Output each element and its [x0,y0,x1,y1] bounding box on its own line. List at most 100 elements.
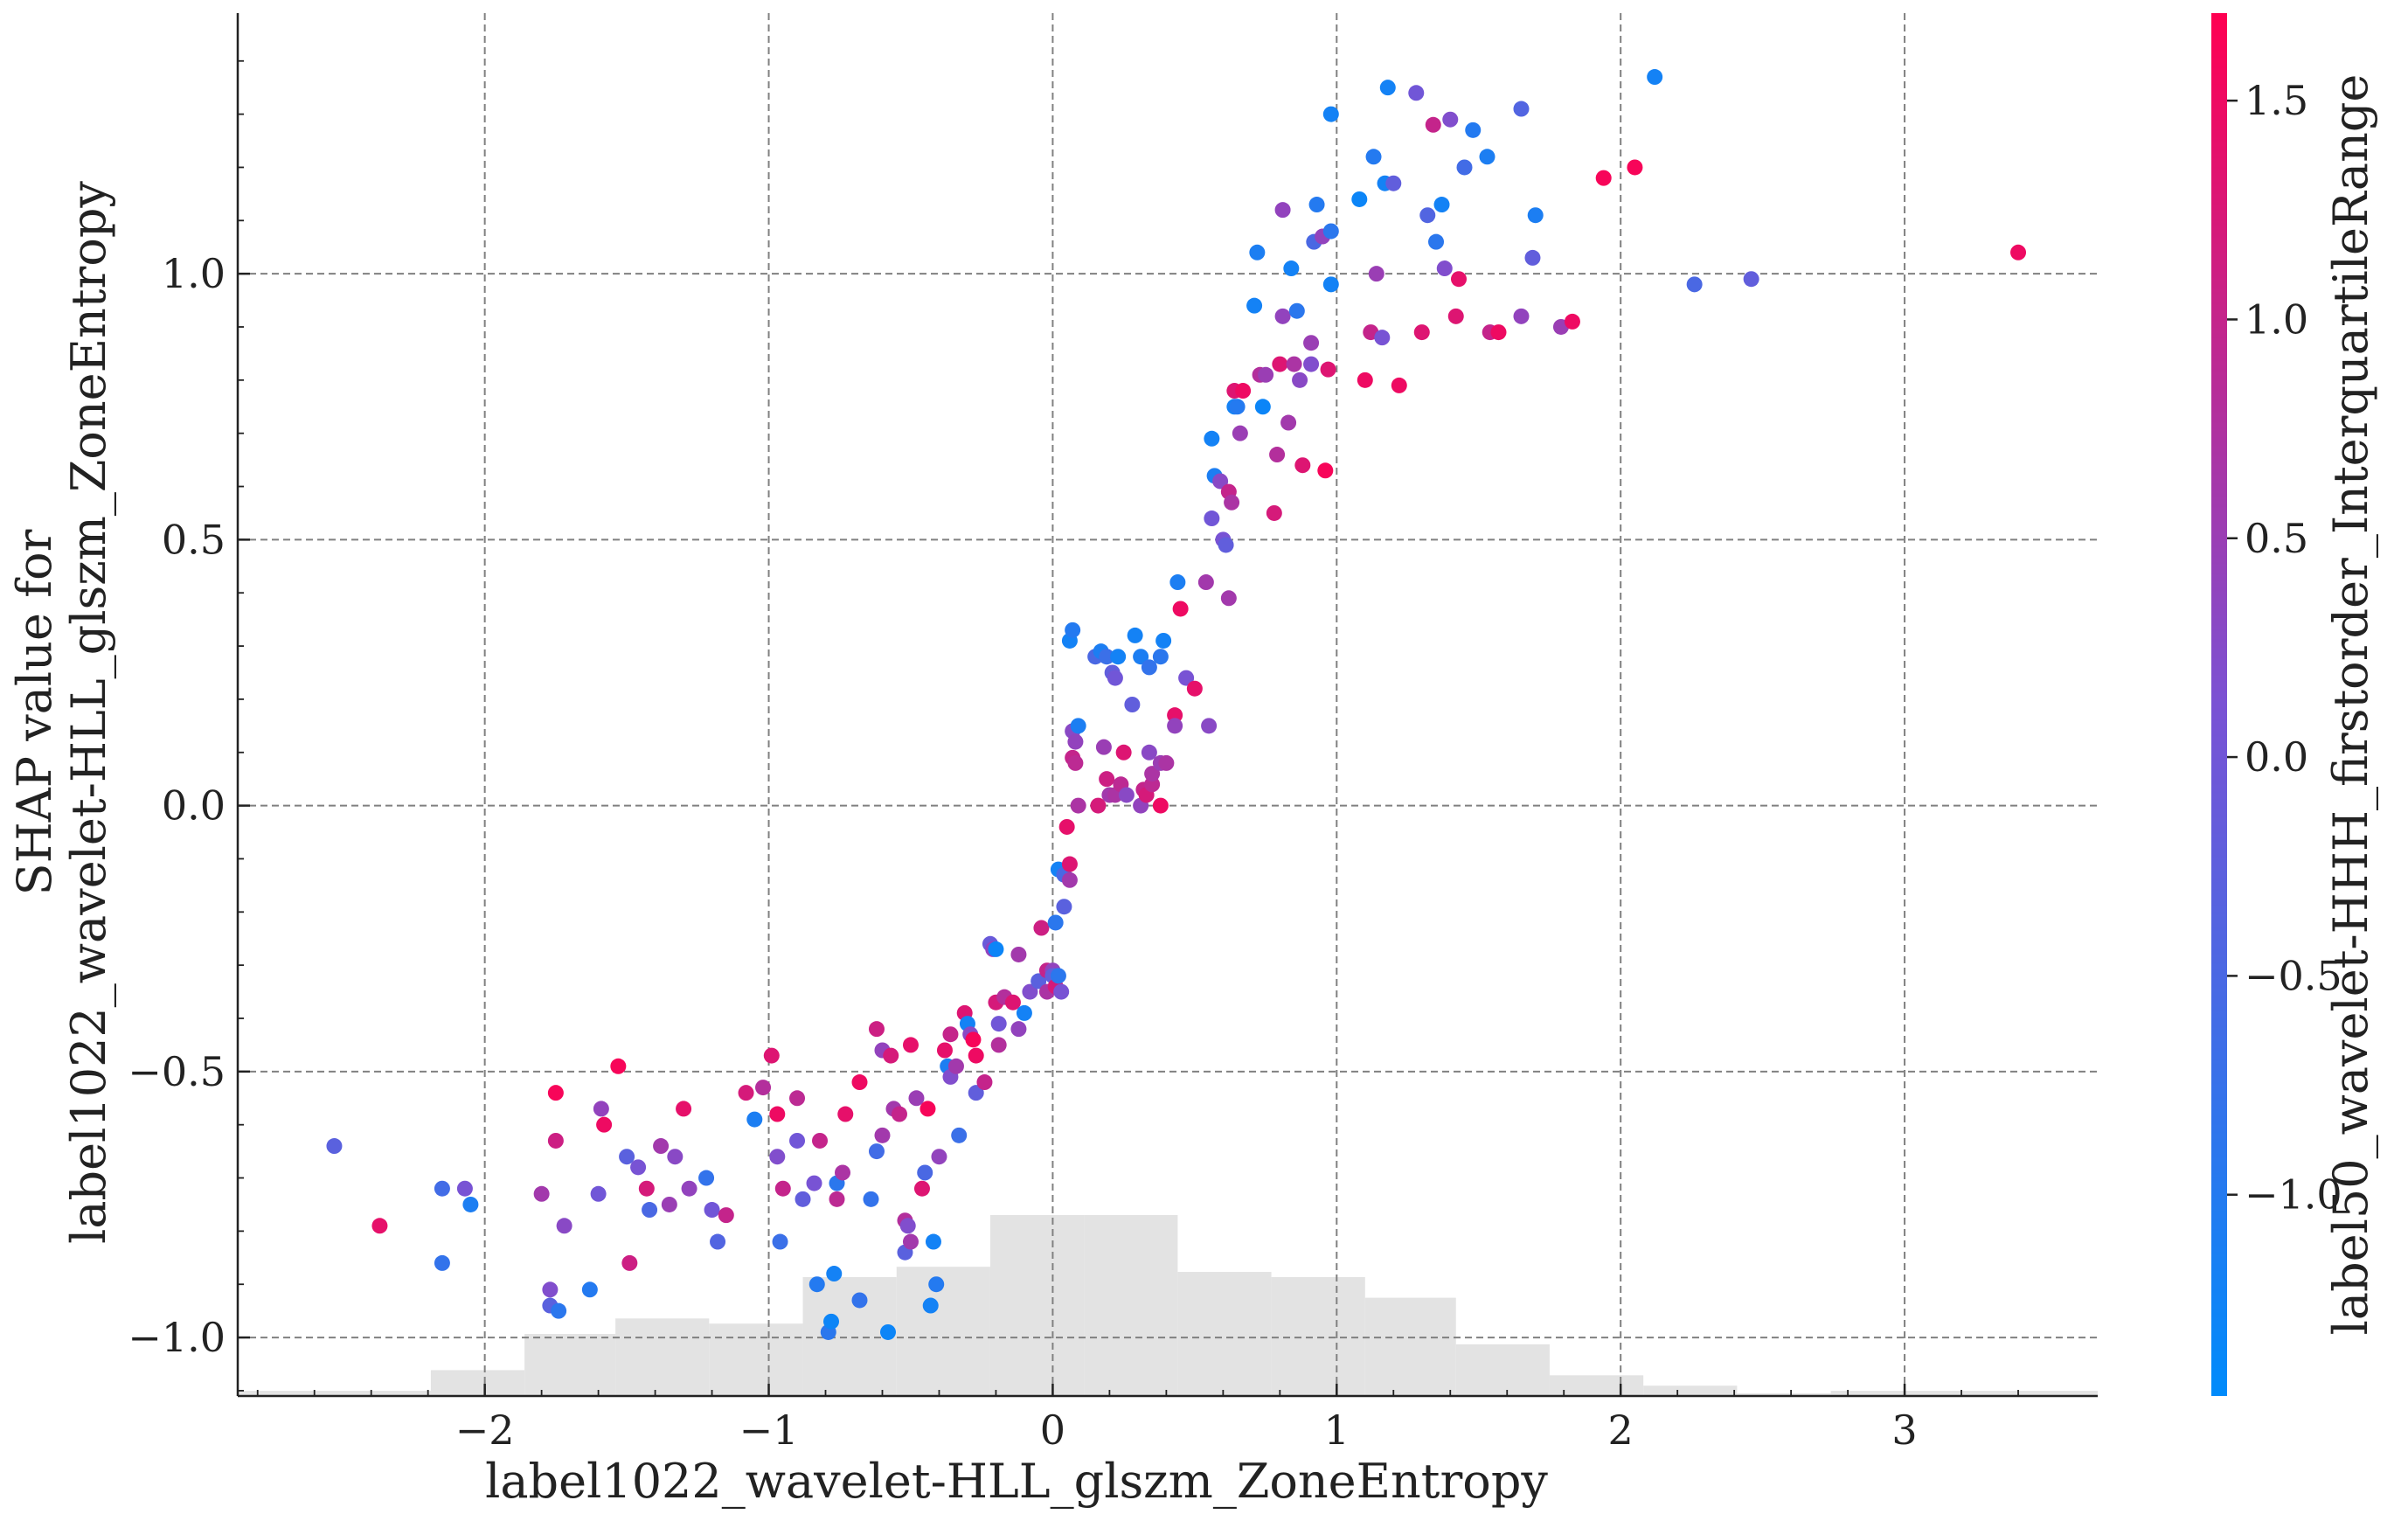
data-point [704,1202,720,1219]
colorbar-gradient [2211,13,2227,1396]
data-point [653,1138,670,1155]
histogram-bar [1830,1391,2098,1396]
y-ticks: −1.0 −0.5 0.0 0.5 1.0 [128,59,250,1392]
data-point [1118,787,1135,803]
y-tick-label: 1.0 [162,250,226,297]
data-point [581,1281,598,1298]
data-point [1033,920,1050,936]
grid [238,13,2098,1396]
data-point [1095,739,1112,755]
data-point [1595,170,1612,186]
data-point [1451,271,1468,288]
histogram-bar [1643,1386,1738,1396]
data-point [928,1276,945,1293]
data-point [1266,504,1282,521]
data-point [1047,914,1064,931]
data-point [661,1196,677,1212]
data-point [917,1164,933,1181]
data-point [1294,457,1311,474]
data-point [1365,149,1382,165]
data-point [936,1042,953,1059]
data-point [1155,632,1172,649]
data-point [942,1026,959,1043]
x-tick-label: 0 [1040,1406,1065,1454]
data-point [931,1149,947,1165]
data-point [1152,649,1169,665]
data-point [1428,233,1445,250]
data-point [902,1037,919,1053]
data-point [902,1233,919,1250]
data-point [630,1159,647,1176]
data-point [990,1037,1007,1053]
data-point [1513,101,1530,117]
data-point [1303,335,1320,351]
data-point [1016,1004,1032,1021]
data-point [1204,430,1220,447]
data-point [763,1047,780,1064]
data-point [1099,771,1115,788]
data-point [806,1175,822,1191]
colorbar-tick-label: 0.0 [2245,733,2308,781]
data-point [874,1127,891,1143]
data-point [789,1090,806,1107]
x-axis-label: label1022_wavelet-HLL_glszm_ZoneEntropy [485,1454,1548,1509]
y-tick-label: 0.5 [162,516,226,563]
data-point [1061,872,1078,888]
data-point [1246,297,1263,314]
data-point [772,1233,788,1250]
data-point [556,1218,573,1234]
data-point [1070,797,1086,814]
data-point [551,1302,567,1319]
data-point [610,1058,627,1074]
data-point [1308,197,1325,213]
data-point [1413,324,1430,341]
histogram-bar [238,1391,431,1396]
data-point [812,1132,829,1149]
data-point [968,1085,984,1101]
data-point [1320,361,1336,378]
data-point [1067,754,1084,771]
data-point [908,1090,925,1107]
data-point [1212,473,1229,490]
data-point [868,1143,885,1160]
data-point [1357,372,1373,388]
data-point [789,1132,806,1149]
x-tick-label: −1 [739,1406,799,1454]
y-axis-label: SHAP value for label1022_wavelet-HLL_gls… [7,181,116,1244]
data-point [868,1021,885,1038]
data-point [769,1106,786,1122]
data-point [1218,537,1234,553]
histogram-bar [430,1370,525,1396]
data-point [1465,122,1482,138]
histogram-bar [1177,1272,1272,1396]
data-point [619,1149,635,1165]
data-point [1317,462,1334,479]
data-point [1050,968,1066,984]
data-point [1479,149,1495,165]
data-point [988,941,1004,957]
histogram-bar [802,1276,897,1396]
data-point [913,1180,930,1197]
data-point [919,1101,936,1117]
data-point [755,1080,772,1096]
data-point [1280,414,1297,431]
data-point [1169,574,1186,591]
data-point [823,1313,840,1330]
histogram-bar [989,1215,1085,1396]
data-point [1141,744,1157,760]
histogram-bar [1084,1215,1178,1396]
data-point [667,1149,684,1165]
data-point [1627,159,1643,176]
data-point [1368,266,1384,282]
data-point [1374,330,1391,346]
data-point [1204,510,1220,527]
data-point [899,1218,916,1234]
data-point [1058,818,1075,835]
data-point [642,1202,658,1219]
data-point [1283,260,1300,277]
data-point [1158,754,1175,771]
data-point [1564,313,1580,330]
data-point [1274,202,1291,219]
data-point [1269,447,1286,463]
data-point [638,1180,655,1197]
